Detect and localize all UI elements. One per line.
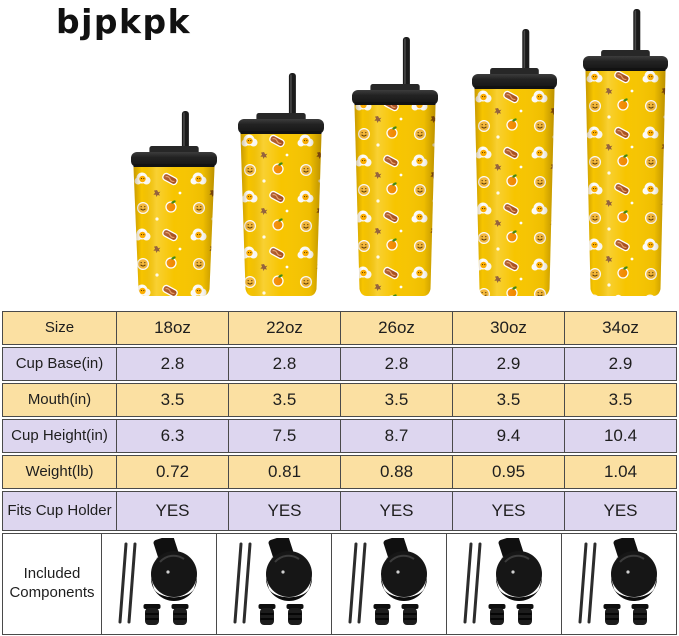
components-cell-26oz [331, 534, 446, 634]
lid [583, 56, 668, 71]
components-cell-34oz [561, 534, 676, 634]
components-graphic [447, 538, 561, 630]
tumbler-26oz [352, 37, 438, 296]
brand-logo: bjpkpk [56, 2, 192, 41]
spec-cell: 3.5 [228, 384, 340, 416]
spec-cell: 2.9 [564, 348, 676, 380]
spec-cell: 9.4 [452, 420, 564, 452]
spec-row-cup-base-in: Cup Base(in) 2.8 2.8 2.8 2.9 2.9 [2, 347, 677, 381]
components-cell-22oz [216, 534, 331, 634]
row-label: Cup Base(in) [15, 354, 104, 372]
spec-cell: 2.8 [116, 348, 228, 380]
spec-cell: YES [564, 492, 676, 530]
components-label-line2: Components [9, 584, 95, 601]
spec-cell: 2.8 [228, 348, 340, 380]
spec-cell: 26oz [340, 312, 452, 344]
spec-cell: YES [228, 492, 340, 530]
lid [352, 90, 438, 105]
components-row: Included Components [2, 533, 677, 635]
spec-cell: 30oz [452, 312, 564, 344]
components-graphic [332, 538, 446, 630]
components-graphic [217, 538, 331, 630]
row-label: Cup Height(in) [11, 426, 108, 444]
spec-cell: 8.7 [340, 420, 452, 452]
spec-cell: 2.9 [452, 348, 564, 380]
row-label: Weight(lb) [25, 462, 94, 480]
tumbler-34oz [583, 9, 668, 296]
spec-row-cup-height-in: Cup Height(in) 6.3 7.5 8.7 9.4 10.4 [2, 419, 677, 453]
spec-cell: 10.4 [564, 420, 676, 452]
spec-cell: 18oz [116, 312, 228, 344]
spec-cell: YES [452, 492, 564, 530]
row-label: Fits Cup Holder [7, 501, 112, 519]
components-label-line1: Included [23, 565, 81, 583]
spec-rows: Size 18oz 22oz 26oz 30oz 34oz Cup Base(in) 2.8 2… [2, 311, 677, 531]
spec-cell: 3.5 [452, 384, 564, 416]
spec-cell: 0.95 [452, 456, 564, 488]
lid [238, 119, 324, 134]
tumbler-30oz [472, 29, 557, 296]
components-cell-18oz [101, 534, 216, 634]
spec-cell: 34oz [564, 312, 676, 344]
spec-table: Size 18oz 22oz 26oz 30oz 34oz Cup Base(in) 2.8 2… [2, 311, 677, 635]
spec-cell: 0.81 [228, 456, 340, 488]
spec-cell: 0.72 [116, 456, 228, 488]
components-cell-30oz [446, 534, 561, 634]
spec-cell: 3.5 [564, 384, 676, 416]
spec-row-fits-cup-holder: Fits Cup Holder YES YES YES YES YES [2, 491, 677, 531]
spec-row-mouth-in: Mouth(in) 3.5 3.5 3.5 3.5 3.5 [2, 383, 677, 417]
spec-cell: 7.5 [228, 420, 340, 452]
spec-cell: 3.5 [116, 384, 228, 416]
components-graphic [562, 538, 676, 630]
spec-cell: 22oz [228, 312, 340, 344]
tumbler-18oz [131, 111, 217, 296]
row-label: Size [44, 318, 75, 336]
tumbler-22oz [238, 73, 324, 296]
spec-cell: 0.88 [340, 456, 452, 488]
spec-cell: YES [116, 492, 228, 530]
spec-cell: 1.04 [564, 456, 676, 488]
lid [131, 152, 217, 167]
components-label: Included Components [3, 534, 101, 634]
spec-row-size: Size 18oz 22oz 26oz 30oz 34oz [2, 311, 677, 345]
spec-cell: YES [340, 492, 452, 530]
spec-cell: 2.8 [340, 348, 452, 380]
row-label: Mouth(in) [27, 390, 92, 408]
components-graphic [102, 538, 216, 630]
spec-cell: 3.5 [340, 384, 452, 416]
lid [472, 74, 557, 89]
spec-cell: 6.3 [116, 420, 228, 452]
spec-row-weight-lb: Weight(lb) 0.72 0.81 0.88 0.95 1.04 [2, 455, 677, 489]
